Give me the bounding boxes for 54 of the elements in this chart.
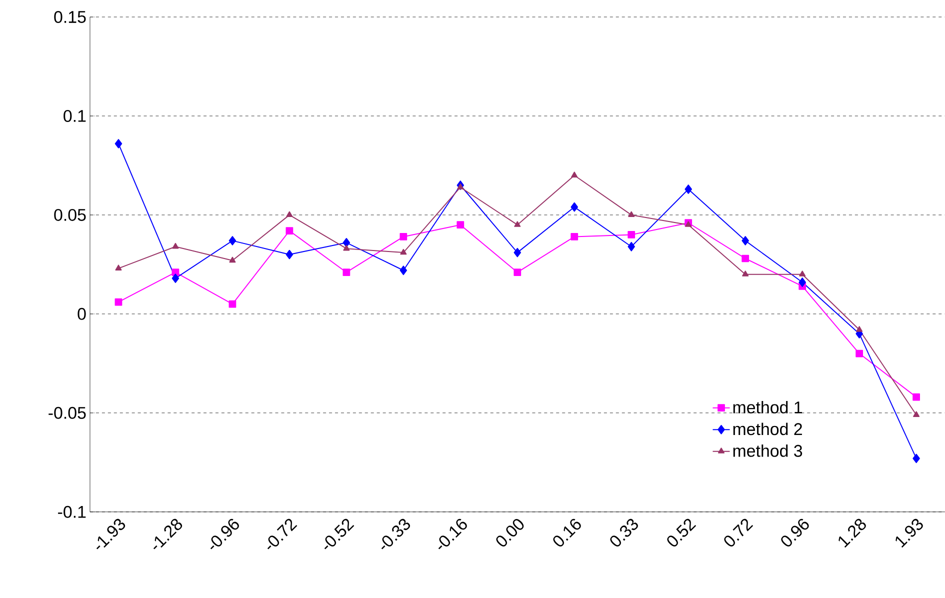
point (514, 221, 521, 227)
point (172, 274, 180, 284)
point (742, 236, 749, 246)
point (571, 172, 578, 178)
y-tick-label: 0.05 (54, 209, 86, 222)
x-tick-label: 0.52 (667, 518, 696, 547)
x-tick-label: 0.16 (553, 518, 581, 547)
point (172, 242, 179, 249)
x-tick-label: 0.00 (496, 519, 524, 547)
y-tick-label: 0.15 (54, 11, 86, 24)
point (342, 238, 350, 248)
point (742, 254, 750, 262)
point (286, 211, 293, 218)
point (400, 233, 408, 240)
point (114, 298, 122, 306)
point (570, 202, 578, 212)
point (856, 350, 864, 358)
legend-label: method 2 (733, 422, 802, 436)
point (628, 242, 636, 252)
point (115, 264, 122, 271)
y-tick-label: 0 (78, 308, 86, 320)
point (343, 244, 350, 251)
point (228, 300, 236, 308)
point (286, 250, 294, 260)
point (684, 184, 692, 194)
point (342, 268, 350, 276)
point (628, 211, 635, 218)
point (799, 270, 806, 276)
point (514, 268, 522, 276)
y-tick-label: -0.05 (48, 406, 86, 419)
legend-label: method 3 (733, 444, 802, 457)
y-tick-label: 0.1 (64, 110, 86, 122)
point (912, 393, 920, 401)
point (570, 233, 578, 240)
x-tick-label: 0.72 (724, 518, 754, 547)
point (856, 326, 863, 332)
y-tick-label: -0.1 (58, 506, 86, 518)
x-tick-label: 0.96 (781, 518, 809, 547)
point (456, 221, 464, 229)
point (457, 184, 464, 190)
point (514, 248, 522, 258)
point (742, 270, 749, 276)
point (229, 256, 236, 263)
x-tick-label: 0.33 (610, 518, 638, 547)
point (228, 236, 236, 246)
legend-label: method 1 (733, 401, 802, 414)
point (400, 266, 408, 276)
point (400, 248, 407, 255)
point (798, 278, 806, 287)
point (286, 227, 294, 235)
point (628, 231, 636, 238)
point (912, 454, 920, 464)
point (114, 139, 122, 148)
point (913, 411, 920, 418)
